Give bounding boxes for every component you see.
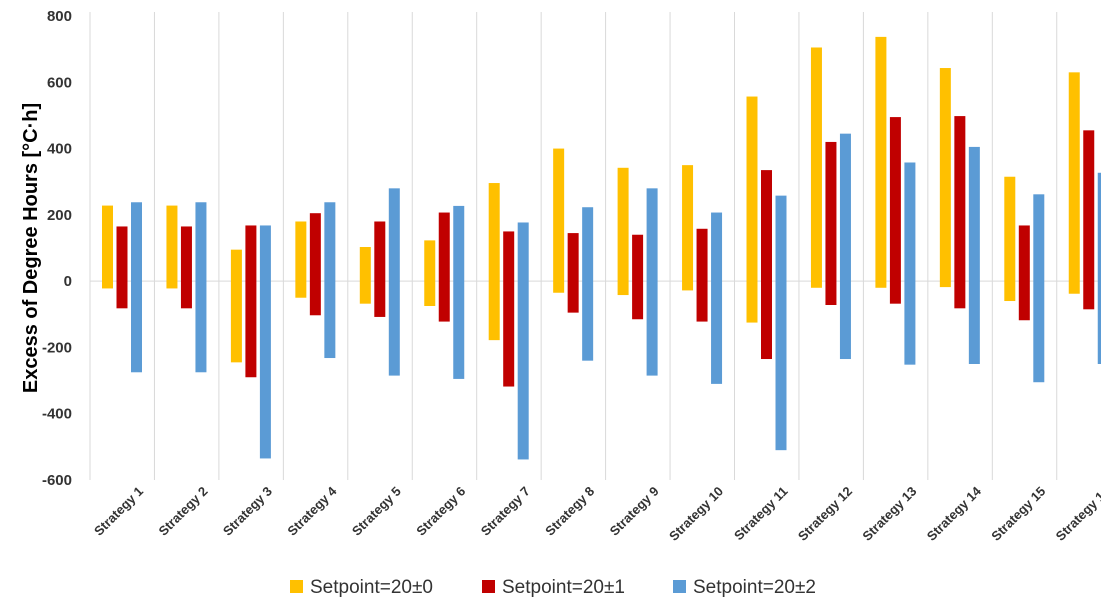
y-tick-label: 800 bbox=[47, 8, 72, 25]
x-category-label: Strategy 4 bbox=[284, 483, 340, 539]
bar-3-15 bbox=[1033, 194, 1045, 383]
bar-2-7 bbox=[503, 231, 515, 387]
bar-2-15 bbox=[1018, 225, 1030, 321]
x-category-label: Strategy 9 bbox=[607, 484, 662, 539]
legend-swatch bbox=[482, 580, 495, 593]
legend-label: Setpoint=20±2 bbox=[693, 577, 816, 598]
x-category-label: Strategy 12 bbox=[795, 484, 855, 544]
legend-swatch bbox=[673, 580, 686, 593]
bar-1-16 bbox=[1068, 72, 1080, 294]
y-tick-label: -200 bbox=[42, 339, 72, 356]
bar-3-14 bbox=[968, 146, 980, 364]
x-category-label: Strategy 2 bbox=[156, 484, 211, 539]
bar-2-10 bbox=[696, 228, 708, 322]
bar-3-8 bbox=[582, 207, 594, 361]
grid-lines bbox=[89, 12, 1058, 480]
x-category-label: Strategy 10 bbox=[666, 484, 726, 544]
y-axis-title: Excess of Degree Hours [°C·h] bbox=[20, 103, 42, 393]
x-category-label: Strategy 7 bbox=[478, 484, 533, 539]
bar-2-3 bbox=[245, 225, 257, 378]
bar-1-15 bbox=[1004, 176, 1016, 302]
x-category-label: Strategy 13 bbox=[859, 484, 919, 544]
bar-3-16 bbox=[1097, 172, 1101, 364]
bar-1-7 bbox=[488, 183, 500, 341]
legend-swatch bbox=[290, 580, 303, 593]
bar-1-2 bbox=[166, 205, 178, 289]
bar-1-6 bbox=[424, 240, 436, 306]
legend: Setpoint=20±0 Setpoint=20±1 Setpoint=20±2 bbox=[290, 577, 816, 598]
bar-3-11 bbox=[775, 195, 787, 451]
y-tick-label: 600 bbox=[47, 74, 72, 91]
bars bbox=[102, 36, 1101, 460]
bar-2-9 bbox=[632, 234, 644, 320]
bar-3-2 bbox=[195, 202, 207, 373]
bar-3-10 bbox=[711, 212, 723, 384]
x-category-label: Strategy 1 bbox=[91, 484, 146, 539]
y-tick-label: -400 bbox=[42, 406, 72, 423]
bar-1-11 bbox=[746, 96, 758, 323]
bar-3-12 bbox=[839, 133, 851, 360]
bar-1-14 bbox=[939, 68, 951, 288]
bar-2-4 bbox=[309, 213, 321, 316]
bar-1-3 bbox=[230, 249, 242, 363]
x-category-label: Strategy 16 bbox=[1053, 484, 1101, 544]
x-category-label: Strategy 14 bbox=[924, 483, 985, 544]
x-category-label: Strategy 8 bbox=[542, 484, 597, 539]
x-category-label: Strategy 6 bbox=[413, 484, 468, 539]
bar-1-8 bbox=[553, 148, 565, 293]
bar-2-8 bbox=[567, 233, 579, 313]
x-category-label: Strategy 11 bbox=[731, 484, 791, 544]
bar-3-1 bbox=[131, 202, 142, 373]
x-category-label: Strategy 5 bbox=[349, 484, 404, 539]
bar-1-10 bbox=[682, 165, 694, 291]
y-tick-label: -600 bbox=[42, 472, 72, 489]
bar-2-1 bbox=[116, 226, 128, 309]
bar-1-9 bbox=[617, 167, 629, 296]
bar-2-5 bbox=[374, 221, 386, 317]
bar-1-4 bbox=[295, 221, 307, 298]
legend-label: Setpoint=20±1 bbox=[502, 577, 625, 598]
x-category-label: Strategy 15 bbox=[988, 484, 1048, 544]
bar-3-7 bbox=[517, 222, 529, 460]
y-axis-ticks: -600 -400 -200 0 200 400 600 800 bbox=[42, 8, 72, 489]
bar-3-9 bbox=[646, 188, 658, 376]
bar-2-14 bbox=[954, 116, 966, 309]
bar-3-3 bbox=[259, 225, 271, 459]
bar-1-12 bbox=[810, 47, 822, 288]
bar-1-13 bbox=[875, 36, 887, 288]
bar-3-5 bbox=[388, 188, 400, 376]
y-tick-label: 400 bbox=[47, 141, 72, 158]
bar-2-6 bbox=[438, 212, 450, 322]
y-tick-label: 0 bbox=[64, 273, 72, 290]
y-tick-label: 200 bbox=[47, 207, 72, 224]
bar-2-12 bbox=[825, 141, 837, 305]
legend-label: Setpoint=20±0 bbox=[310, 577, 433, 598]
bar-2-2 bbox=[180, 226, 192, 309]
bar-2-11 bbox=[761, 170, 772, 360]
bar-3-4 bbox=[324, 202, 336, 359]
bar-2-13 bbox=[889, 117, 901, 304]
bar-1-5 bbox=[359, 247, 371, 304]
bar-1-1 bbox=[102, 205, 113, 289]
bar-3-13 bbox=[904, 162, 916, 365]
x-category-label: Strategy 3 bbox=[220, 484, 275, 539]
bar-3-6 bbox=[453, 205, 465, 379]
x-axis-categories: Strategy 1 Strategy 2 Strategy 3 Strategy 4… bbox=[91, 483, 1101, 544]
bar-2-16 bbox=[1083, 130, 1095, 310]
